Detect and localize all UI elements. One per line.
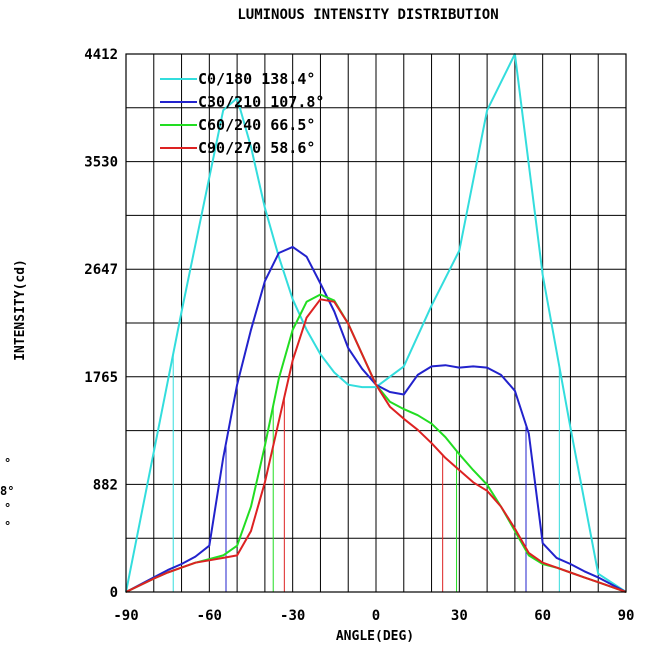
y-tick-labels: 0 882 1765 2647 3530 4412 xyxy=(84,47,118,601)
left-margin-marks: ° 8° ° ° xyxy=(0,456,14,533)
x-axis-label: ANGLE(DEG) xyxy=(336,629,414,644)
y-tick-label: 882 xyxy=(93,477,118,493)
y-axis-label: INTENSITY(cd) xyxy=(13,259,28,361)
y-tick-label: 1765 xyxy=(84,370,118,386)
y-tick-label: 3530 xyxy=(84,155,118,171)
x-tick-label: -90 xyxy=(113,608,138,624)
legend: C0/180 138.4° C30/210 107.8° C60/240 66.5°… xyxy=(160,70,324,157)
x-tick-label: -30 xyxy=(280,608,305,624)
series-line xyxy=(125,298,627,593)
legend-label: C0/180 138.4° xyxy=(198,70,315,88)
margin-mark-1: ° xyxy=(4,456,11,470)
y-tick-label: 4412 xyxy=(84,47,118,63)
series-line xyxy=(125,245,627,593)
series-line xyxy=(125,293,627,593)
x-tick-label: -60 xyxy=(197,608,222,624)
y-tick-label: 0 xyxy=(110,585,118,601)
plot-frame xyxy=(125,53,627,593)
margin-mark-3: ° xyxy=(4,501,11,515)
margin-mark-2: 8° xyxy=(0,484,14,498)
x-tick-label: 0 xyxy=(372,608,380,624)
x-tick-labels: -90 -60 -30 0 30 60 90 xyxy=(113,608,634,624)
legend-label: C30/210 107.8° xyxy=(198,93,324,111)
x-tick-label: 30 xyxy=(451,608,468,624)
x-tick-label: 90 xyxy=(618,608,635,624)
legend-label: C60/240 66.5° xyxy=(198,116,315,134)
margin-mark-4: ° xyxy=(4,519,11,533)
chart-title: LUMINOUS INTENSITY DISTRIBUTION xyxy=(237,7,498,23)
y-tick-label: 2647 xyxy=(84,262,118,278)
beam-angle-markers xyxy=(172,353,560,592)
x-tick-label: 60 xyxy=(534,608,551,624)
legend-label: C90/270 58.6° xyxy=(198,139,315,157)
plot-grid xyxy=(126,54,626,592)
